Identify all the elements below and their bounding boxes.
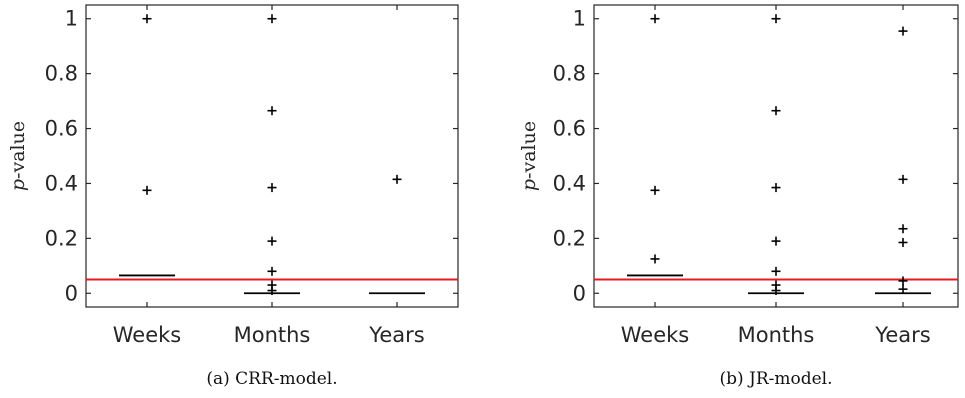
outlier-marker — [142, 14, 152, 24]
y-tick-label: 0.4 — [553, 171, 586, 195]
outlier-marker — [771, 236, 781, 246]
outlier-marker — [771, 14, 781, 24]
outlier-marker — [650, 14, 660, 24]
y-tick-label: 0.8 — [553, 62, 586, 86]
outlier-marker — [771, 266, 781, 276]
panel-jr: 00.20.40.60.81 Weeks Months Years p-value … — [518, 4, 959, 389]
outlier-marker — [898, 284, 908, 294]
x-ticks: Weeks Months Years — [113, 5, 425, 347]
x-tick-label: Weeks — [113, 323, 181, 347]
y-tick-label: 0.6 — [45, 117, 78, 141]
outliers — [142, 14, 402, 296]
x-ticks: Weeks Months Years — [621, 5, 931, 347]
outlier-marker — [267, 14, 277, 24]
y-tick-label: 1 — [573, 7, 586, 31]
outlier-marker — [142, 185, 152, 195]
x-tick-label: Months — [234, 323, 311, 347]
y-tick-label: 0.8 — [45, 62, 78, 86]
y-tick-label: 0.6 — [553, 117, 586, 141]
plot-frame — [85, 4, 459, 308]
x-tick-label: Years — [368, 323, 424, 347]
outlier-marker — [650, 185, 660, 195]
y-ticks: 0 0.2 0.4 0.6 0.8 1 — [553, 7, 958, 305]
outlier-marker — [267, 266, 277, 276]
outlier-marker — [267, 183, 277, 193]
outlier-marker — [898, 174, 908, 184]
panel-crr: 00.20.40.60.81 Weeks Months Years p-value … — [7, 4, 459, 389]
plot-frame — [593, 4, 959, 308]
y-ticks: 0 0.2 0.4 0.6 0.8 1 — [45, 7, 458, 305]
y-tick-label: 0 — [65, 281, 78, 305]
outliers — [650, 14, 908, 296]
x-tick-label: Weeks — [621, 323, 689, 347]
outlier-marker — [267, 236, 277, 246]
outlier-marker — [771, 286, 781, 296]
caption: (b) JR-model. — [719, 369, 832, 389]
x-tick-label: Months — [738, 323, 815, 347]
outlier-marker — [267, 286, 277, 296]
outlier-marker — [898, 26, 908, 36]
outlier-marker — [898, 276, 908, 286]
y-tick-label: 0.2 — [553, 226, 586, 250]
y-axis-label: p-value — [518, 121, 540, 191]
y-axis-label: p-value — [7, 121, 29, 191]
outlier-marker — [898, 224, 908, 234]
outlier-marker — [650, 254, 660, 264]
outlier-marker — [771, 183, 781, 193]
y-tick-label: 0.2 — [45, 226, 78, 250]
x-tick-label: Years — [874, 323, 930, 347]
caption: (a) CRR-model. — [206, 369, 337, 389]
outlier-marker — [771, 106, 781, 116]
outlier-marker — [898, 237, 908, 247]
outlier-marker — [392, 174, 402, 184]
outlier-marker — [267, 106, 277, 116]
y-tick-label: 0.4 — [45, 171, 78, 195]
y-tick-label: 1 — [65, 7, 78, 31]
y-tick-label: 0 — [573, 281, 586, 305]
